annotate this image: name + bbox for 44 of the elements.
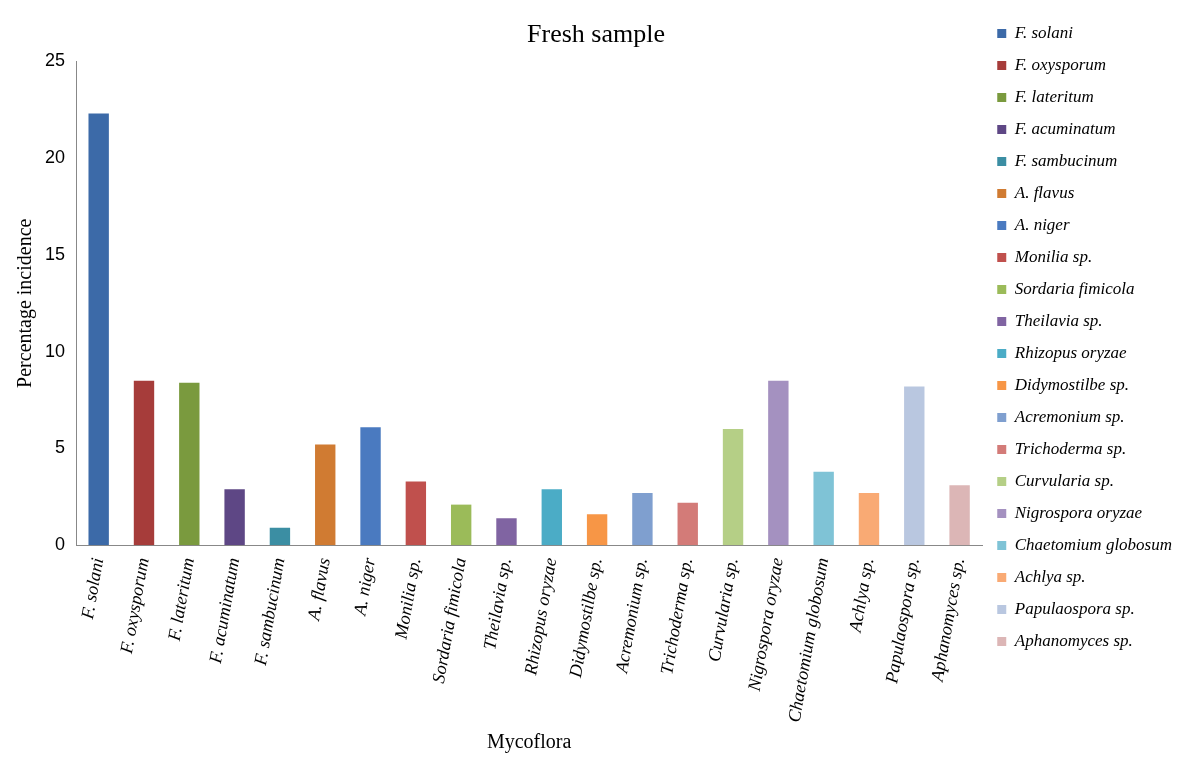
x-tick-label: F. acuminatum xyxy=(204,556,244,666)
legend-label: A. flavus xyxy=(1013,182,1075,202)
x-tick-label: Sordaria fimicola xyxy=(428,556,470,685)
chart-title: Fresh sample xyxy=(527,19,665,49)
x-tick-label: Rhizopus oryzae xyxy=(519,556,561,678)
y-tick-label: 0 xyxy=(55,534,66,555)
x-tick-label: Curvularia sp. xyxy=(703,556,742,664)
x-tick-label: F. oxysporum xyxy=(115,556,153,656)
y-tick-label: 10 xyxy=(44,340,66,361)
x-tick-label: Papulaospora sp. xyxy=(880,556,923,686)
legend-label: Monilia sp. xyxy=(1013,246,1093,266)
legend-label: F. solani xyxy=(1013,22,1074,42)
x-tick-label: F. solani xyxy=(76,556,108,622)
legend-label: A. niger xyxy=(1013,214,1070,234)
legend-label: Sordaria fimicola xyxy=(1014,278,1135,298)
legend-label: Nigrospora oryzae xyxy=(1013,502,1143,522)
legend-label: Curvularia sp. xyxy=(1014,470,1114,490)
y-tick-label: 25 xyxy=(44,50,66,71)
legend-label: Rhizopus oryzae xyxy=(1013,342,1128,362)
y-tick-label: 5 xyxy=(55,437,66,458)
legend-label: Didymostilbe sp. xyxy=(1013,374,1130,394)
x-tick-label: Acremonium sp. xyxy=(610,556,652,676)
legend-label: F. acuminatum xyxy=(1013,118,1116,138)
x-tick-label: Trichoderma sp. xyxy=(656,556,697,676)
x-tick-label: Aphanomyces sp. xyxy=(926,556,969,684)
x-tick-label: F. lateritum xyxy=(163,556,198,644)
x-tick-label: Achlya sp. xyxy=(844,556,878,635)
legend-label: Acremonium sp. xyxy=(1013,406,1125,426)
x-tick-label: F. sambucinum xyxy=(249,556,289,668)
legend-label: Chaetomium globosum xyxy=(1014,534,1172,554)
y-tick-label: 15 xyxy=(44,243,66,264)
x-tick-label: Didymostilbe sp. xyxy=(564,556,606,680)
legend-label: F. lateritum xyxy=(1013,86,1094,106)
x-axis-title: Mycoflora xyxy=(486,730,572,754)
x-tick-label: Theilavia sp. xyxy=(479,556,516,652)
y-tick-label: 20 xyxy=(44,146,66,167)
legend-label: F. oxysporum xyxy=(1013,54,1107,74)
x-tick-label: A. niger xyxy=(349,555,380,618)
x-tick-label: A. flavus xyxy=(303,556,334,623)
legend-label: F. sambucinum xyxy=(1013,150,1118,170)
legend-label: Theilavia sp. xyxy=(1014,310,1103,330)
x-tick-label: Monilia sp. xyxy=(390,556,425,642)
legend-label: Trichoderma sp. xyxy=(1014,438,1127,458)
y-axis-title: Percentage incidence xyxy=(13,218,37,388)
